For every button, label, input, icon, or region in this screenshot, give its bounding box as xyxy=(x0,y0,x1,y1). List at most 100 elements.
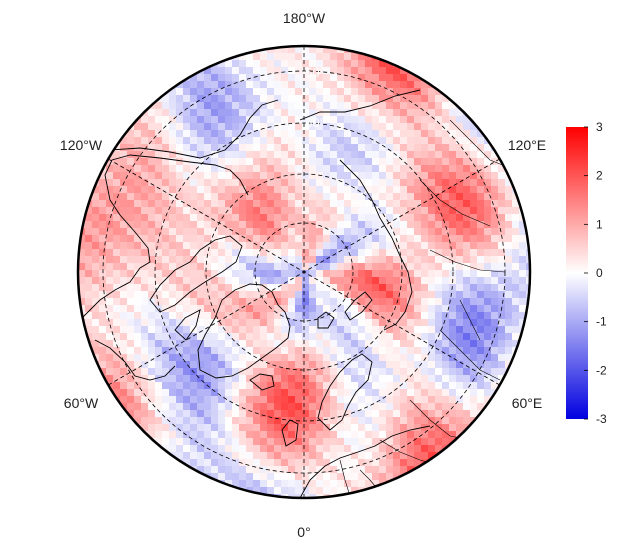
anomaly-cell xyxy=(442,326,450,334)
anomaly-cell xyxy=(260,137,268,145)
anomaly-cell xyxy=(449,193,457,201)
anomaly-cell xyxy=(225,319,233,327)
anomaly-cell xyxy=(183,305,191,313)
anomaly-cell xyxy=(239,214,247,222)
anomaly-cell xyxy=(449,312,457,320)
anomaly-cell xyxy=(225,284,233,292)
anomaly-cell xyxy=(155,305,163,313)
anomaly-cell xyxy=(512,263,520,271)
anomaly-cell xyxy=(309,361,317,369)
anomaly-cell xyxy=(344,263,352,271)
anomaly-cell xyxy=(239,466,247,474)
anomaly-cell xyxy=(407,179,415,187)
anomaly-cell xyxy=(176,424,184,432)
anomaly-cell xyxy=(498,179,506,187)
anomaly-cell xyxy=(190,473,198,481)
anomaly-cell xyxy=(309,312,317,320)
anomaly-cell xyxy=(428,452,436,460)
anomaly-cell xyxy=(316,452,324,460)
anomaly-cell xyxy=(386,151,394,159)
anomaly-cell xyxy=(351,81,359,89)
anomaly-cell xyxy=(120,382,128,390)
anomaly-cell xyxy=(330,263,338,271)
anomaly-cell xyxy=(134,431,142,439)
anomaly-cell xyxy=(190,284,198,292)
anomaly-cell xyxy=(253,95,261,103)
anomaly-cell xyxy=(393,417,401,425)
anomaly-cell xyxy=(421,256,429,264)
anomaly-cell xyxy=(323,256,331,264)
anomaly-cell xyxy=(449,249,457,257)
anomaly-cell xyxy=(246,410,254,418)
anomaly-cell xyxy=(267,424,275,432)
anomaly-cell xyxy=(477,382,485,390)
anomaly-cell xyxy=(274,165,282,173)
anomaly-cell xyxy=(169,214,177,222)
anomaly-cell xyxy=(330,277,338,285)
anomaly-cell xyxy=(197,354,205,362)
anomaly-cell xyxy=(323,144,331,152)
anomaly-cell xyxy=(407,270,415,278)
anomaly-cell xyxy=(323,74,331,82)
anomaly-cell xyxy=(302,144,310,152)
anomaly-cell xyxy=(323,438,331,446)
anomaly-cell xyxy=(197,438,205,446)
anomaly-cell xyxy=(351,109,359,117)
anomaly-cell xyxy=(134,130,142,138)
anomaly-cell xyxy=(141,284,149,292)
anomaly-cell xyxy=(323,410,331,418)
anomaly-cell xyxy=(169,256,177,264)
anomaly-cell xyxy=(169,354,177,362)
anomaly-cell xyxy=(393,109,401,117)
anomaly-cell xyxy=(470,354,478,362)
anomaly-cell xyxy=(113,333,121,341)
anomaly-cell xyxy=(232,116,240,124)
anomaly-cell xyxy=(407,368,415,376)
anomaly-cell xyxy=(407,242,415,250)
anomaly-cell xyxy=(456,200,464,208)
anomaly-cell xyxy=(281,312,289,320)
latitude-circle-80 xyxy=(254,222,354,322)
anomaly-cell xyxy=(176,109,184,117)
anomaly-cell xyxy=(435,431,443,439)
anomaly-cell xyxy=(351,130,359,138)
anomaly-cell xyxy=(505,200,513,208)
anomaly-cell xyxy=(505,249,513,257)
anomaly-cell xyxy=(274,256,282,264)
anomaly-cell xyxy=(183,277,191,285)
anomaly-cell xyxy=(379,116,387,124)
anomaly-cell xyxy=(141,165,149,173)
anomaly-cell xyxy=(463,214,471,222)
anomaly-cell xyxy=(253,333,261,341)
anomaly-cell xyxy=(288,466,296,474)
anomaly-cell xyxy=(141,291,149,299)
anomaly-cell xyxy=(134,396,142,404)
anomaly-cell xyxy=(456,417,464,425)
anomaly-cell xyxy=(379,487,387,495)
anomaly-cell xyxy=(246,424,254,432)
anomaly-cell xyxy=(365,452,373,460)
anomaly-cell xyxy=(267,151,275,159)
anomaly-cell xyxy=(99,200,107,208)
anomaly-cell xyxy=(505,277,513,285)
anomaly-cell xyxy=(393,214,401,222)
anomaly-cell xyxy=(295,249,303,257)
anomaly-cell xyxy=(386,277,394,285)
anomaly-cell xyxy=(162,333,170,341)
anomaly-cell xyxy=(435,368,443,376)
anomaly-cell xyxy=(246,67,254,75)
anomaly-cell xyxy=(211,347,219,355)
anomaly-cell xyxy=(232,452,240,460)
anomaly-cell xyxy=(337,249,345,257)
anomaly-cell xyxy=(407,249,415,257)
anomaly-cell xyxy=(274,186,282,194)
anomaly-cell xyxy=(379,200,387,208)
anomaly-cell xyxy=(407,403,415,411)
anomaly-cell xyxy=(351,116,359,124)
anomaly-cell xyxy=(449,382,457,390)
anomaly-cell xyxy=(176,284,184,292)
anomaly-cell xyxy=(344,473,352,481)
anomaly-cell xyxy=(232,193,240,201)
anomaly-cell xyxy=(232,249,240,257)
anomaly-cell xyxy=(225,473,233,481)
